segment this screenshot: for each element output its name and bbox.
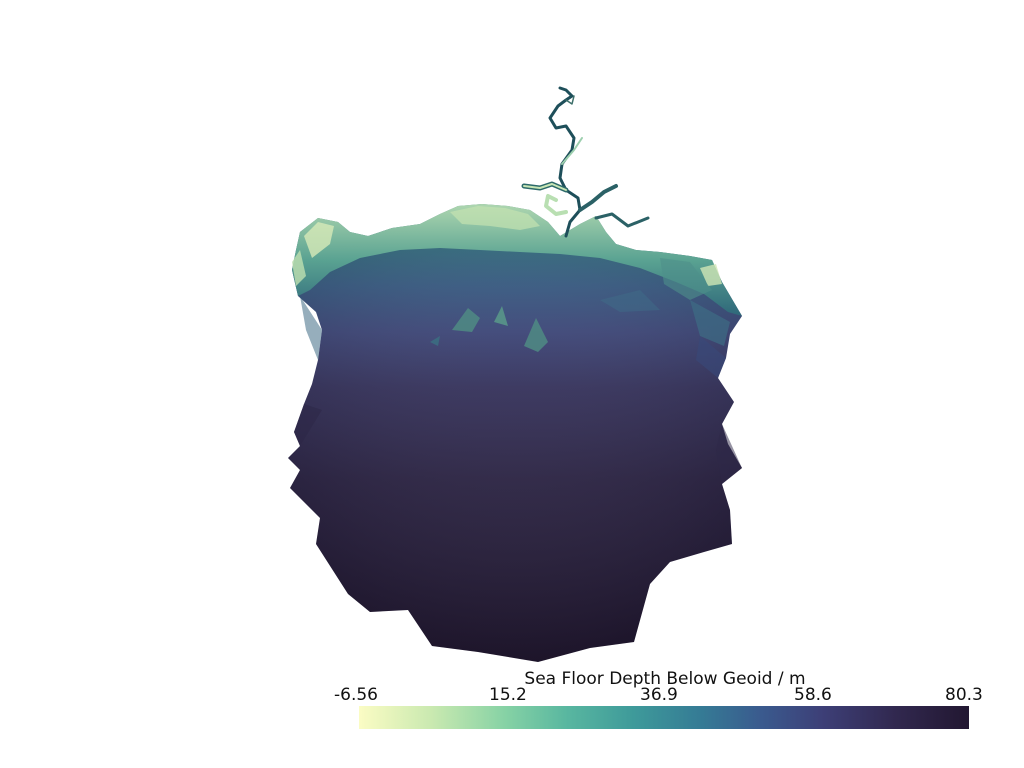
coastline-shallows xyxy=(292,204,742,316)
colorbar-title: Sea Floor Depth Below Geoid / m xyxy=(524,669,806,689)
colorbar-tick-label: -6.56 xyxy=(334,685,378,705)
river-estuary xyxy=(521,86,650,238)
colorbar-tick-label: 15.2 xyxy=(489,685,527,705)
colorbar-gradient xyxy=(359,706,969,729)
colorbar-tick-label: 80.3 xyxy=(945,685,983,705)
colorbar-tick-label: 58.6 xyxy=(794,685,832,705)
seamount-features xyxy=(430,290,660,352)
colorbar-tick-label: 36.9 xyxy=(640,685,678,705)
